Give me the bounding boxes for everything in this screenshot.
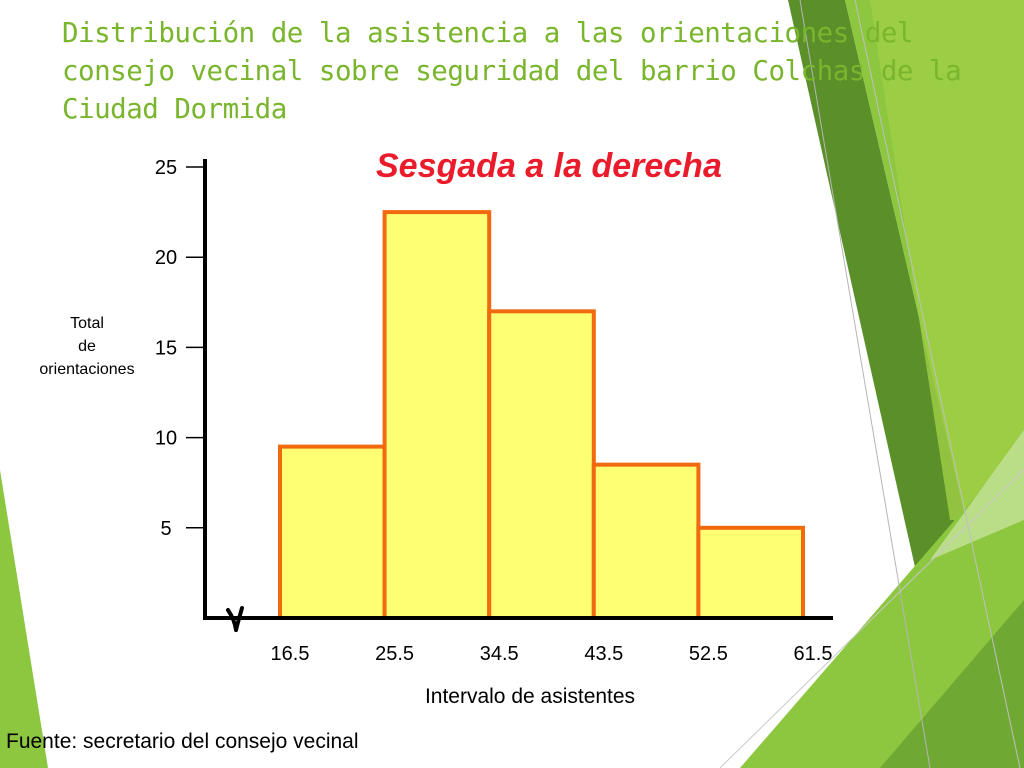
histogram-bar (696, 525, 806, 620)
y-tick-label: 15 (155, 337, 177, 359)
y-tick-label: 10 (155, 428, 177, 450)
y-tick-label: 20 (155, 247, 177, 269)
x-tick-label: 43.5 (584, 643, 623, 665)
x-tick-label: 61.5 (794, 643, 833, 665)
bars-group (278, 210, 806, 620)
axis-break-icon (226, 606, 244, 632)
labels-group: 5 10 15 20 25 16.5 25.5 34.5 43.5 52.5 61.5 Total de… (39, 147, 832, 708)
histogram-bar (591, 462, 701, 620)
y-tick-label: 25 (155, 157, 177, 179)
source-note: Fuente: secretario del consejo vecinal (6, 730, 359, 753)
x-tick-label: 16.5 (271, 643, 310, 665)
y-axis-label: Total (70, 315, 104, 332)
y-axis-label: orientaciones (39, 361, 134, 378)
x-tick-label: 25.5 (375, 643, 414, 665)
y-axis-label: de (78, 338, 96, 355)
chart-annotation: Sesgada a la derecha (376, 147, 722, 185)
x-tick-label: 34.5 (480, 643, 519, 665)
axes-group (186, 159, 833, 632)
x-axis-label: Intervalo de asistentes (425, 685, 635, 708)
histogram-bar (278, 444, 387, 620)
histogram-bar (382, 210, 492, 620)
x-tick-label: 52.5 (689, 643, 728, 665)
y-tick-label: 5 (160, 518, 171, 540)
slide-title: Distribución de la asistencia a las orie… (62, 17, 962, 125)
histogram-bar (487, 309, 596, 620)
